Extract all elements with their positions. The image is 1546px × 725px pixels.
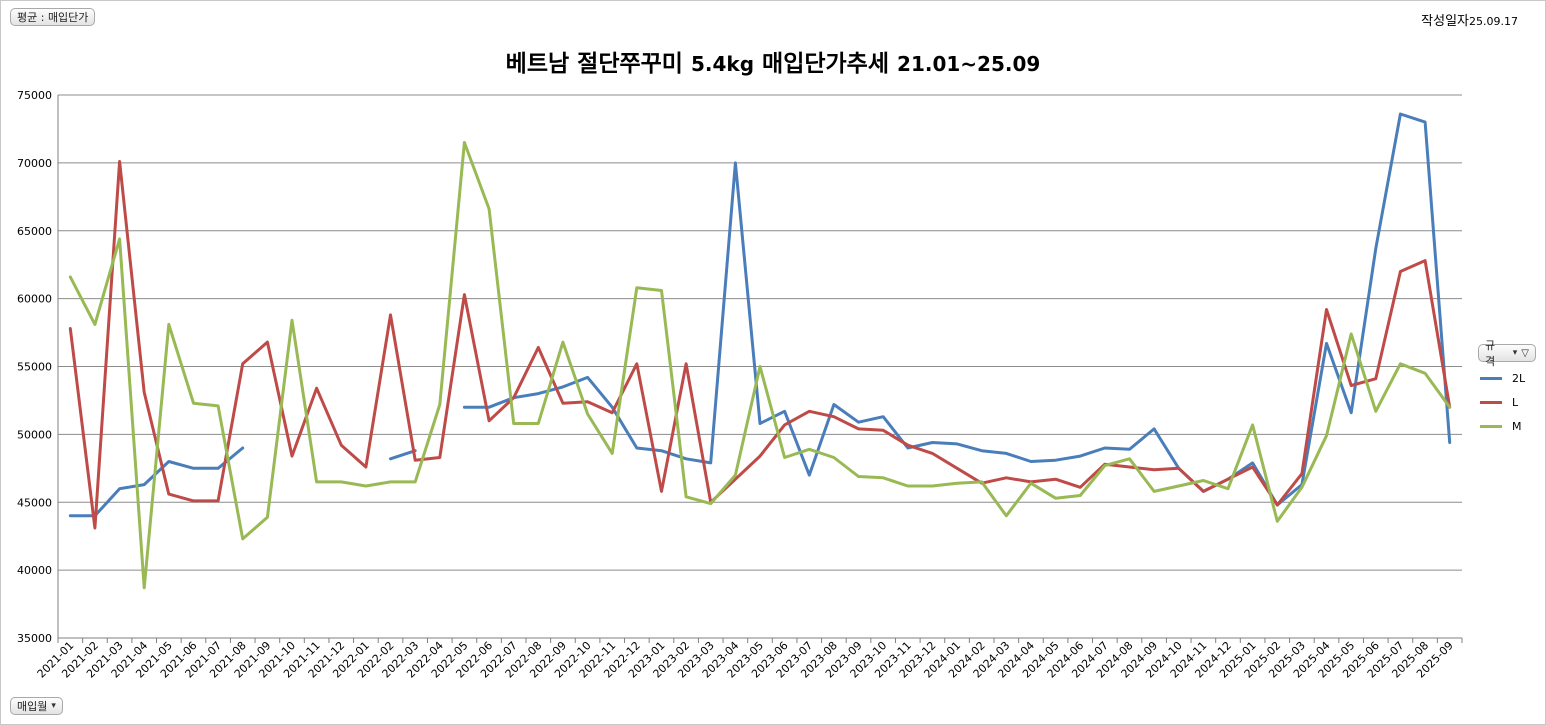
y-tick-label: 40000 [17, 564, 52, 577]
y-tick-label: 55000 [17, 361, 52, 374]
chevron-down-icon: ▾ [51, 701, 56, 711]
legend-item-l: L [1480, 390, 1525, 414]
series-layer [68, 112, 1452, 590]
legend-field-button[interactable]: 규격 ▾ ▽ [1478, 339, 1536, 368]
legend-label: 2L [1512, 371, 1526, 385]
avg-field-button[interactable]: 평균 : 매입단가 [10, 8, 96, 26]
y-tick-label: 65000 [17, 225, 52, 238]
chart-title-weight: 5.4kg [690, 52, 755, 76]
series-line-m [68, 141, 1452, 590]
chart-title-range: 21.01~25.09 [897, 52, 1041, 76]
chart-title: 베트남 절단쭈꾸미 5.4kg 매입단가추세 21.01~25.09 [0, 44, 1546, 78]
chevron-down-icon: ▾ [1512, 348, 1518, 358]
legend-label: L [1512, 395, 1519, 409]
series-line-l [68, 160, 1452, 530]
date-area: 작성일자25.09.17 [1421, 10, 1518, 29]
filter-icon: ▽ [1521, 347, 1529, 359]
legend-field-label: 규격 [1485, 339, 1496, 368]
legend-swatch [1480, 424, 1502, 428]
legend-item-m: M [1480, 414, 1525, 438]
series-line-2l [68, 112, 1452, 518]
chart-title-text2: 매입단가추세 [762, 51, 890, 77]
date-label: 작성일자 [1421, 14, 1470, 29]
legend-swatch [1480, 376, 1502, 380]
y-tick-label: 45000 [17, 496, 52, 509]
y-tick-label: 60000 [17, 293, 52, 306]
legend-item-2l: 2L [1480, 366, 1525, 390]
avg-field-label: 평균 : 매입단가 [17, 11, 89, 24]
axis-layer: 35000 40000 45000 50000 55000 60000 65000 70000… [17, 89, 1463, 681]
month-field-label: 매입월 [17, 700, 48, 713]
chart-title-text: 베트남 절단쭈꾸미 [505, 51, 683, 77]
legend-swatch [1480, 400, 1502, 404]
legend: 2L L M [1480, 366, 1525, 438]
y-tick-label: 35000 [17, 632, 52, 645]
y-tick-label: 50000 [17, 428, 52, 441]
legend-label: M [1512, 419, 1522, 433]
month-field-button[interactable]: 매입월 ▾ [10, 697, 63, 715]
date-value: 25.09.17 [1469, 15, 1518, 28]
y-tick-label: 70000 [17, 157, 52, 170]
y-tick-label: 75000 [17, 89, 52, 102]
